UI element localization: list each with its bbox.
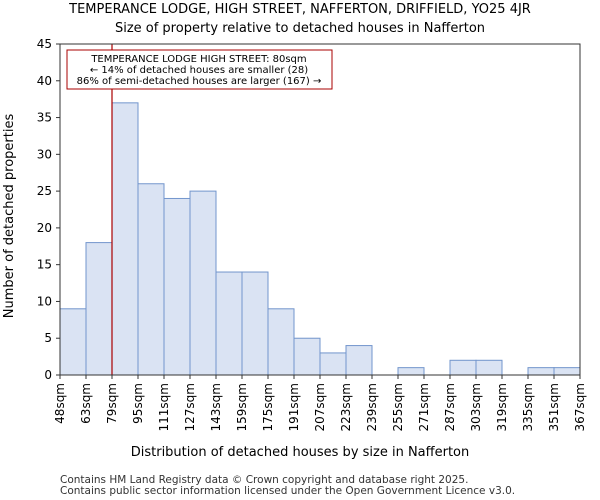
bar-191sqm [293,337,321,376]
annotation-box: TEMPERANCE LODGE HIGH STREET: 80sqm ← 14… [66,49,333,90]
chart-subtitle: Size of property relative to detached ho… [115,21,485,36]
annotation-line-1: TEMPERANCE LODGE HIGH STREET: 80sqm [90,54,306,65]
x-tick-label: 223sqm [339,383,353,431]
bar-111sqm [163,197,191,376]
x-axis-ticks: 48sqm 63sqm 79sqm 95sqm 111sqm 127sqm 143sqm 15… [53,375,587,431]
y-axis-label: Number of detached properties [2,114,17,319]
x-tick-label: 287sqm [443,383,457,431]
x-tick-label: 335sqm [521,383,535,431]
bar-255sqm [397,367,425,376]
x-tick-label: 63sqm [79,383,93,424]
bar-79sqm [111,102,139,376]
x-tick-label: 127sqm [183,383,197,431]
x-tick-label: 95sqm [131,383,145,424]
plot-frame [59,43,581,376]
y-tick-label: 0 [44,368,52,382]
x-tick-label: 239sqm [365,383,379,431]
x-tick-label: 367sqm [573,383,587,431]
x-tick-label: 207sqm [313,383,327,431]
y-tick-label: 10 [37,294,52,308]
bar-48sqm [59,308,87,376]
x-tick-label: 303sqm [469,383,483,431]
annotation-frame [66,49,333,90]
x-tick-label: 175sqm [261,383,275,431]
x-tick-label: 191sqm [287,383,301,431]
x-tick-label: 159sqm [235,383,249,431]
bar-223sqm [345,345,373,376]
y-tick-label: 15 [37,258,52,272]
y-tick-label: 25 [37,184,52,198]
bar-207sqm [319,352,347,376]
annotation-line-3: 86% of semi-detached houses are larger (… [77,76,322,87]
annotation-line-2: ← 14% of detached houses are smaller (28… [90,65,308,76]
x-tick-label: 79sqm [105,383,119,424]
x-tick-label: 111sqm [157,383,171,431]
bar-95sqm [137,183,165,376]
x-tick-label: 255sqm [391,383,405,431]
y-tick-label: 20 [37,221,52,235]
bar-335sqm [527,367,555,376]
x-tick-label: 271sqm [417,383,431,431]
x-tick-label: 48sqm [53,383,67,424]
x-tick-label: 143sqm [209,383,223,431]
chart-title: TEMPERANCE LODGE, HIGH STREET, NAFFERTON… [68,2,531,17]
x-tick-label: 319sqm [495,383,509,431]
bar-351sqm [553,367,581,376]
x-axis-label: Distribution of detached houses by size … [131,445,470,460]
bar-303sqm [475,359,503,376]
bar-159sqm [241,271,269,376]
bar-287sqm [449,359,477,376]
y-tick-label: 40 [37,74,52,88]
y-tick-label: 45 [37,37,52,51]
x-tick-label: 351sqm [547,383,561,431]
y-tick-label: 35 [37,111,52,125]
footer-line-2: Contains public sector information licen… [60,485,515,497]
y-tick-label: 5 [44,331,52,345]
bar-127sqm [189,190,217,376]
bar-143sqm [215,271,243,376]
bar-63sqm [85,242,113,376]
y-tick-label: 30 [37,147,52,161]
bar-175sqm [267,308,295,376]
bars-group [59,102,581,376]
footer-line-1: Contains HM Land Registry data © Crown c… [60,474,468,486]
y-axis-ticks: 0 5 10 15 20 25 30 35 40 45 [37,37,60,382]
